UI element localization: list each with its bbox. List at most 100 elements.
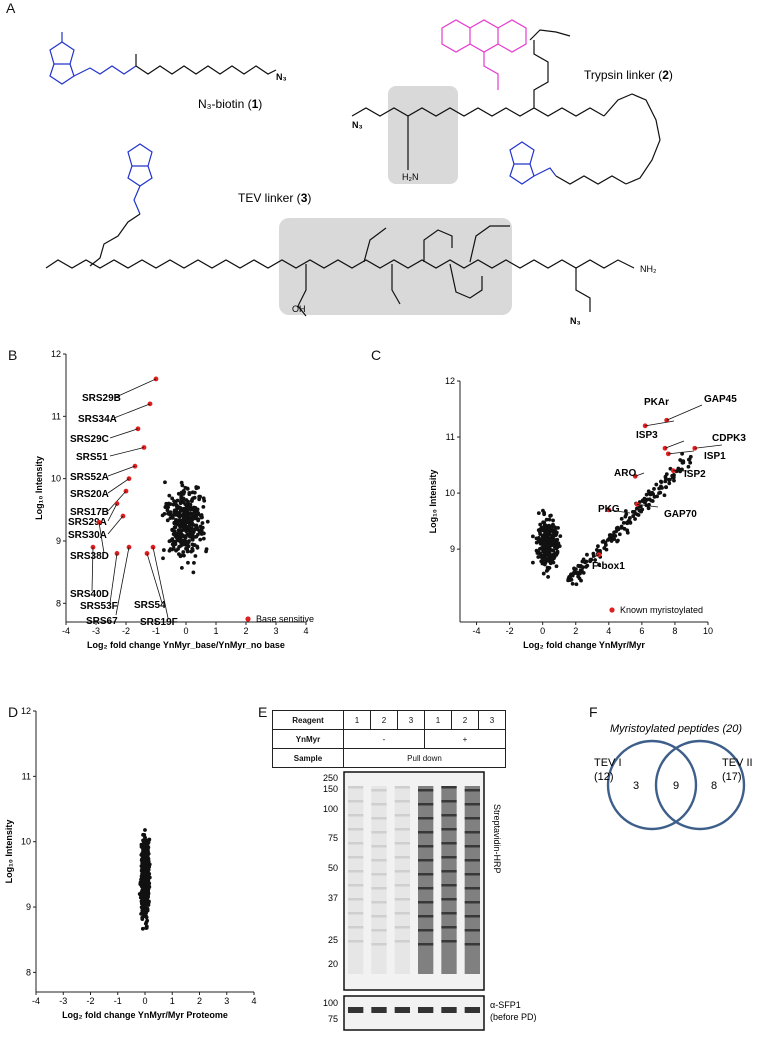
data-point [142,842,146,846]
tev-n3-label: N₃ [570,316,581,326]
data-point [186,487,190,491]
venn-circle-tev1 [608,741,696,829]
blot-lower-band [465,1007,480,1013]
data-point [551,518,555,522]
data-point [176,547,180,551]
ynmyr-plus: + [425,730,506,749]
data-point [663,493,667,497]
data-point [175,536,179,540]
x-tick-label: -4 [32,996,40,1006]
data-point [598,549,602,553]
data-point [553,551,557,555]
data-point [681,460,685,464]
data-point [182,527,186,531]
data-point [143,846,147,850]
venn-overlap: 9 [673,780,679,792]
data-point [620,525,624,529]
data-point [142,833,146,837]
data-point [654,483,658,487]
data-point [550,556,554,560]
data-point [645,493,649,497]
blot-lane [441,786,456,974]
x-tick-label: 1 [213,626,218,636]
x-axis-label: Log₂ fold change YnMyr/Myr Proteome [62,1010,228,1020]
data-point [620,517,624,521]
data-point [193,554,197,558]
guanidine-label: H₂N [402,172,419,182]
data-point [643,501,647,505]
data-point [566,579,570,583]
label-leader [645,421,674,426]
data-point [181,550,185,554]
data-point [193,543,197,547]
x-tick-label: -4 [473,626,481,636]
y-tick-label: 10 [21,837,31,847]
data-point [539,542,543,546]
data-point [202,537,206,541]
data-point [191,570,195,574]
data-point [179,524,183,528]
data-point [571,572,575,576]
data-point [575,582,579,586]
label-leader [665,441,684,448]
x-tick-label: 2 [573,626,578,636]
data-point [163,480,167,484]
point-label: F-box1 [592,561,625,572]
data-point [177,528,181,532]
venn-left-name: TEV I [594,757,622,769]
data-point [544,531,548,535]
x-tick-label: -2 [506,626,514,636]
point-label: SRS29B [82,393,121,404]
data-point [146,876,150,880]
label-leader [116,547,129,615]
label-leader [695,445,722,448]
blot-sample-table: Reagent 1 2 3 1 2 3 YnMyr - + Sample Pul… [272,710,506,768]
lane-label: 2 [371,711,398,730]
data-point [546,575,550,579]
label-leader [110,447,144,456]
data-point [531,561,535,565]
x-tick-label: 2 [243,626,248,636]
data-point [531,534,535,538]
data-point [609,533,613,537]
data-point [178,515,182,519]
data-point [591,552,595,556]
sample-value: Pull down [344,749,506,768]
data-point [169,502,173,506]
label-leader [667,405,702,420]
western-blot-image: 2501501007550372520Streptavidin-HRP10075… [290,770,550,1060]
data-point [202,496,206,500]
data-point [180,483,184,487]
y-tick-label: 12 [51,349,61,359]
lane-label: 3 [398,711,425,730]
data-point [197,495,201,499]
lane-label: 1 [344,711,371,730]
data-point [194,485,198,489]
x-tick-label: -4 [62,626,70,636]
data-point [555,564,559,568]
legend-marker [245,616,250,621]
data-point [168,539,172,543]
y-tick-label: 9 [450,544,455,554]
highlight-point [663,446,668,451]
blot-lower-frame [344,996,484,1030]
data-point [173,525,177,529]
data-point [200,532,204,536]
data-point [689,455,693,459]
tev-nh2-label: NH₂ [640,264,657,274]
data-point [145,862,149,866]
data-point [162,548,166,552]
data-point [174,513,178,517]
data-point [552,533,556,537]
data-point [192,512,196,516]
blot-lane [395,786,410,974]
y-tick-label: 11 [52,411,61,421]
x-tick-label: 3 [224,996,229,1006]
point-label: SRS29C [70,434,109,445]
y-tick-label: 10 [445,488,455,498]
x-tick-label: -3 [92,626,100,636]
x-tick-label: 4 [251,996,256,1006]
data-point [585,564,589,568]
venn-left-only: 3 [633,780,639,792]
data-point [638,509,642,513]
